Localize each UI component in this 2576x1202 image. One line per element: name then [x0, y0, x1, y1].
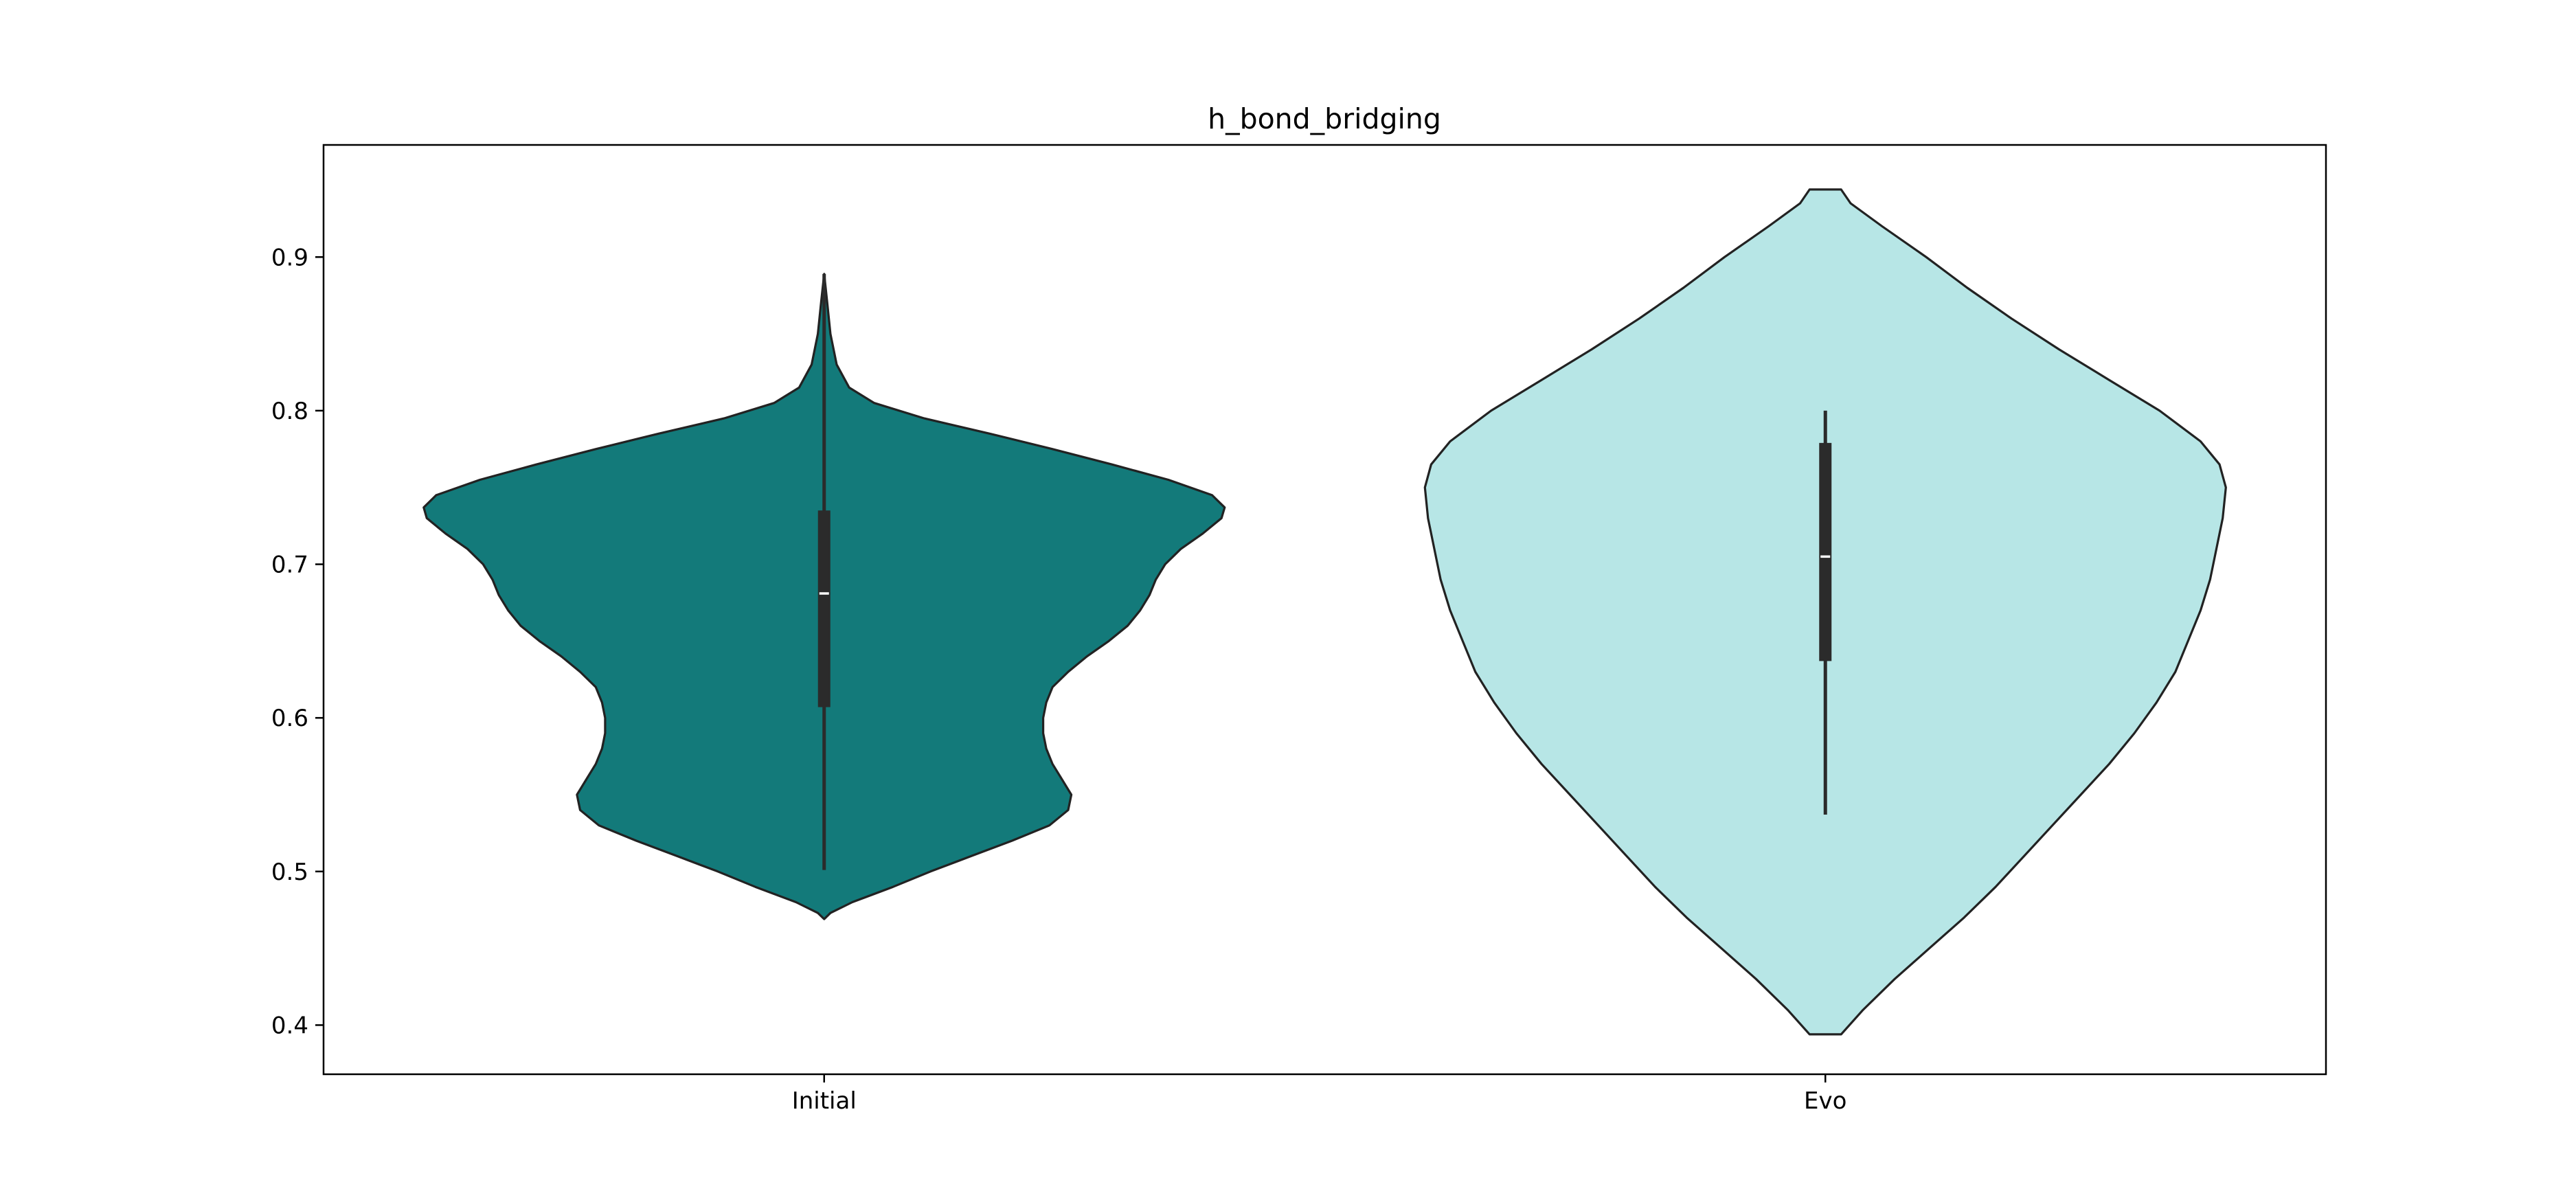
y-tick-label: 0.7 — [271, 552, 308, 579]
y-tick-label: 0.9 — [271, 244, 308, 271]
x-axis: Initial Evo — [792, 1074, 1846, 1115]
y-tick-label: 0.4 — [271, 1012, 308, 1039]
plot-frame — [322, 144, 2327, 1076]
boxes-layer — [817, 273, 1832, 870]
iqr-box-evo — [1819, 442, 1832, 661]
y-tick-label: 0.8 — [271, 398, 308, 425]
y-tick-label: 0.6 — [271, 705, 308, 732]
iqr-box-initial — [817, 510, 831, 707]
x-tick-label-evo: Evo — [1804, 1087, 1846, 1115]
y-axis: 0.4 0.5 0.6 0.7 0.8 0.9 — [271, 244, 324, 1039]
x-tick-label-initial: Initial — [792, 1087, 857, 1115]
chart-title: h_bond_bridging — [1208, 102, 1441, 135]
y-tick-label: 0.5 — [271, 859, 308, 886]
